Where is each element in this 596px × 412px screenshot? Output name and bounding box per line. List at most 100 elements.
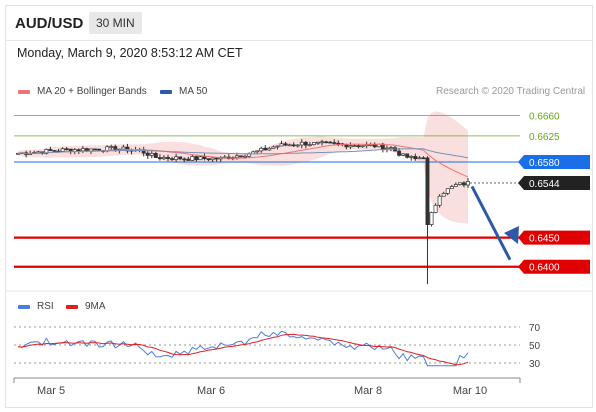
- x-tick-label: Mar 6: [197, 385, 225, 397]
- candle-body: [170, 158, 175, 160]
- candle-body: [161, 157, 166, 160]
- candle-body: [328, 141, 333, 144]
- candle-body: [149, 152, 154, 156]
- candle-body: [243, 155, 247, 158]
- candle-body: [84, 148, 89, 152]
- x-tick-label: Mar 5: [37, 385, 65, 397]
- bollinger-bands: [18, 111, 468, 224]
- candle-body: [109, 146, 114, 148]
- candle-body: [210, 157, 215, 161]
- level-tag: [518, 230, 590, 245]
- rsi-level-label: 70: [529, 323, 541, 334]
- candle-body: [64, 148, 69, 151]
- candle-body: [190, 156, 195, 161]
- candle-body: [157, 157, 162, 160]
- rsi-swatch: [18, 304, 30, 309]
- candle-body: [202, 156, 207, 159]
- candle-body: [352, 145, 357, 147]
- candle-body: [461, 182, 466, 186]
- candle-body: [453, 184, 458, 187]
- candle-body: [153, 152, 158, 158]
- level-label: 0.6450: [529, 234, 560, 245]
- candle-body: [449, 186, 454, 190]
- candle-body: [194, 156, 199, 161]
- level-label: 0.6625: [529, 132, 560, 143]
- ma9-swatch: [66, 304, 78, 309]
- candle-body: [279, 143, 284, 147]
- candle-body: [186, 158, 191, 161]
- candle-body: [267, 147, 272, 151]
- rsi-label: RSI: [37, 301, 54, 312]
- candle-body: [80, 148, 85, 152]
- candle-body: [198, 156, 203, 161]
- candle-body: [275, 145, 280, 148]
- candle-body: [291, 144, 296, 147]
- candle-body: [405, 153, 410, 158]
- candle-body: [413, 156, 418, 160]
- ma9-label: 9MA: [85, 301, 106, 312]
- candle-body: [445, 188, 450, 194]
- candle-body: [421, 157, 426, 160]
- candle-body: [389, 147, 393, 149]
- candle-body: [60, 148, 65, 152]
- level-tag: [518, 259, 590, 274]
- candle-body: [178, 156, 183, 160]
- symbol-label: AUD/USD: [15, 15, 84, 32]
- level-label: 0.6400: [529, 263, 560, 274]
- level-label: 0.6660: [529, 111, 560, 122]
- candle-body: [283, 143, 288, 146]
- candle-body: [401, 153, 406, 156]
- candle-body: [360, 145, 365, 148]
- candle-body: [397, 150, 402, 156]
- candle-body: [174, 156, 179, 160]
- candle-body: [16, 152, 20, 155]
- candle-body: [76, 149, 81, 152]
- candle-body: [425, 157, 430, 225]
- candle-body: [206, 158, 211, 161]
- candle-body: [457, 182, 462, 185]
- candle-body: [356, 145, 361, 147]
- ma50-label: MA 50: [179, 86, 208, 97]
- bollinger-area: [18, 111, 468, 224]
- rsi-ma-line: [17, 333, 469, 366]
- candle-body: [239, 155, 243, 158]
- candle-body: [316, 141, 320, 144]
- candle-body: [299, 141, 304, 146]
- level-tag: [518, 175, 590, 190]
- candle-body: [336, 142, 341, 145]
- candle-body: [311, 142, 316, 146]
- moving-averages: [17, 143, 469, 178]
- candle-body: [263, 147, 268, 151]
- candle-body: [417, 157, 422, 160]
- legend-rsi: RSI: [18, 301, 54, 312]
- level-label: 0.6544: [529, 179, 560, 190]
- price-levels: [14, 114, 520, 268]
- candle-body: [52, 150, 57, 152]
- x-tick-label: Mar 10: [453, 385, 487, 397]
- candle-body: [307, 144, 312, 147]
- copyright-text: Research © 2020 Trading Central: [436, 86, 586, 97]
- chart-header: AUD/USD 30 MIN: [5, 5, 593, 41]
- candle-body: [320, 141, 325, 144]
- arrow-shaft: [470, 185, 512, 261]
- candle-body: [145, 152, 150, 156]
- candle-body: [271, 146, 276, 149]
- ma50-swatch: [160, 89, 172, 94]
- candle-body: [287, 144, 292, 147]
- ma20-swatch: [18, 89, 30, 94]
- ma50-line: [17, 148, 469, 159]
- candle-body: [234, 155, 239, 158]
- candle-body: [166, 157, 170, 159]
- candle-body: [433, 204, 438, 213]
- candle-body: [97, 148, 102, 151]
- candle-body: [429, 212, 434, 225]
- candle-body: [348, 145, 353, 148]
- timeframe-badge[interactable]: 30 MIN: [89, 12, 142, 34]
- level-tag: [518, 155, 590, 169]
- candle-body: [121, 146, 126, 150]
- legend-ma50: MA 50: [160, 86, 207, 97]
- timestamp: Monday, March 9, 2020 8:53:12 AM CET: [17, 46, 243, 60]
- chart-frame: [5, 5, 593, 408]
- ma20-label: MA 20 + Bollinger Bands: [37, 86, 147, 97]
